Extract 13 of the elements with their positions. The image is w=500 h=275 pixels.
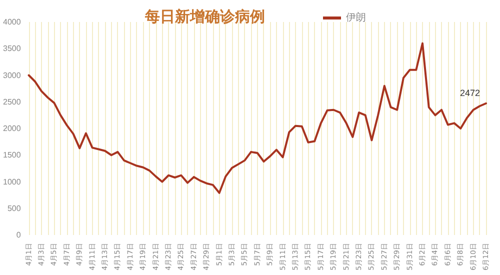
data-label: 2472 xyxy=(460,88,480,98)
y-tick-label: 4000 xyxy=(3,18,22,26)
y-tick-label: 500 xyxy=(7,204,22,213)
y-tick-label: 1500 xyxy=(3,150,22,160)
y-tick-label: 3000 xyxy=(3,70,22,80)
y-tick-label: 2000 xyxy=(3,124,22,133)
y-tick-label: 1000 xyxy=(3,177,22,186)
chart-title: 每日新增确诊病例 xyxy=(144,8,265,26)
line-series xyxy=(28,42,487,194)
y-tick-label: 0 xyxy=(16,230,22,240)
y-tick-label: 2500 xyxy=(3,97,22,106)
legend-label: 伊朗 xyxy=(346,12,366,24)
y-tick-label: 3500 xyxy=(3,44,22,54)
